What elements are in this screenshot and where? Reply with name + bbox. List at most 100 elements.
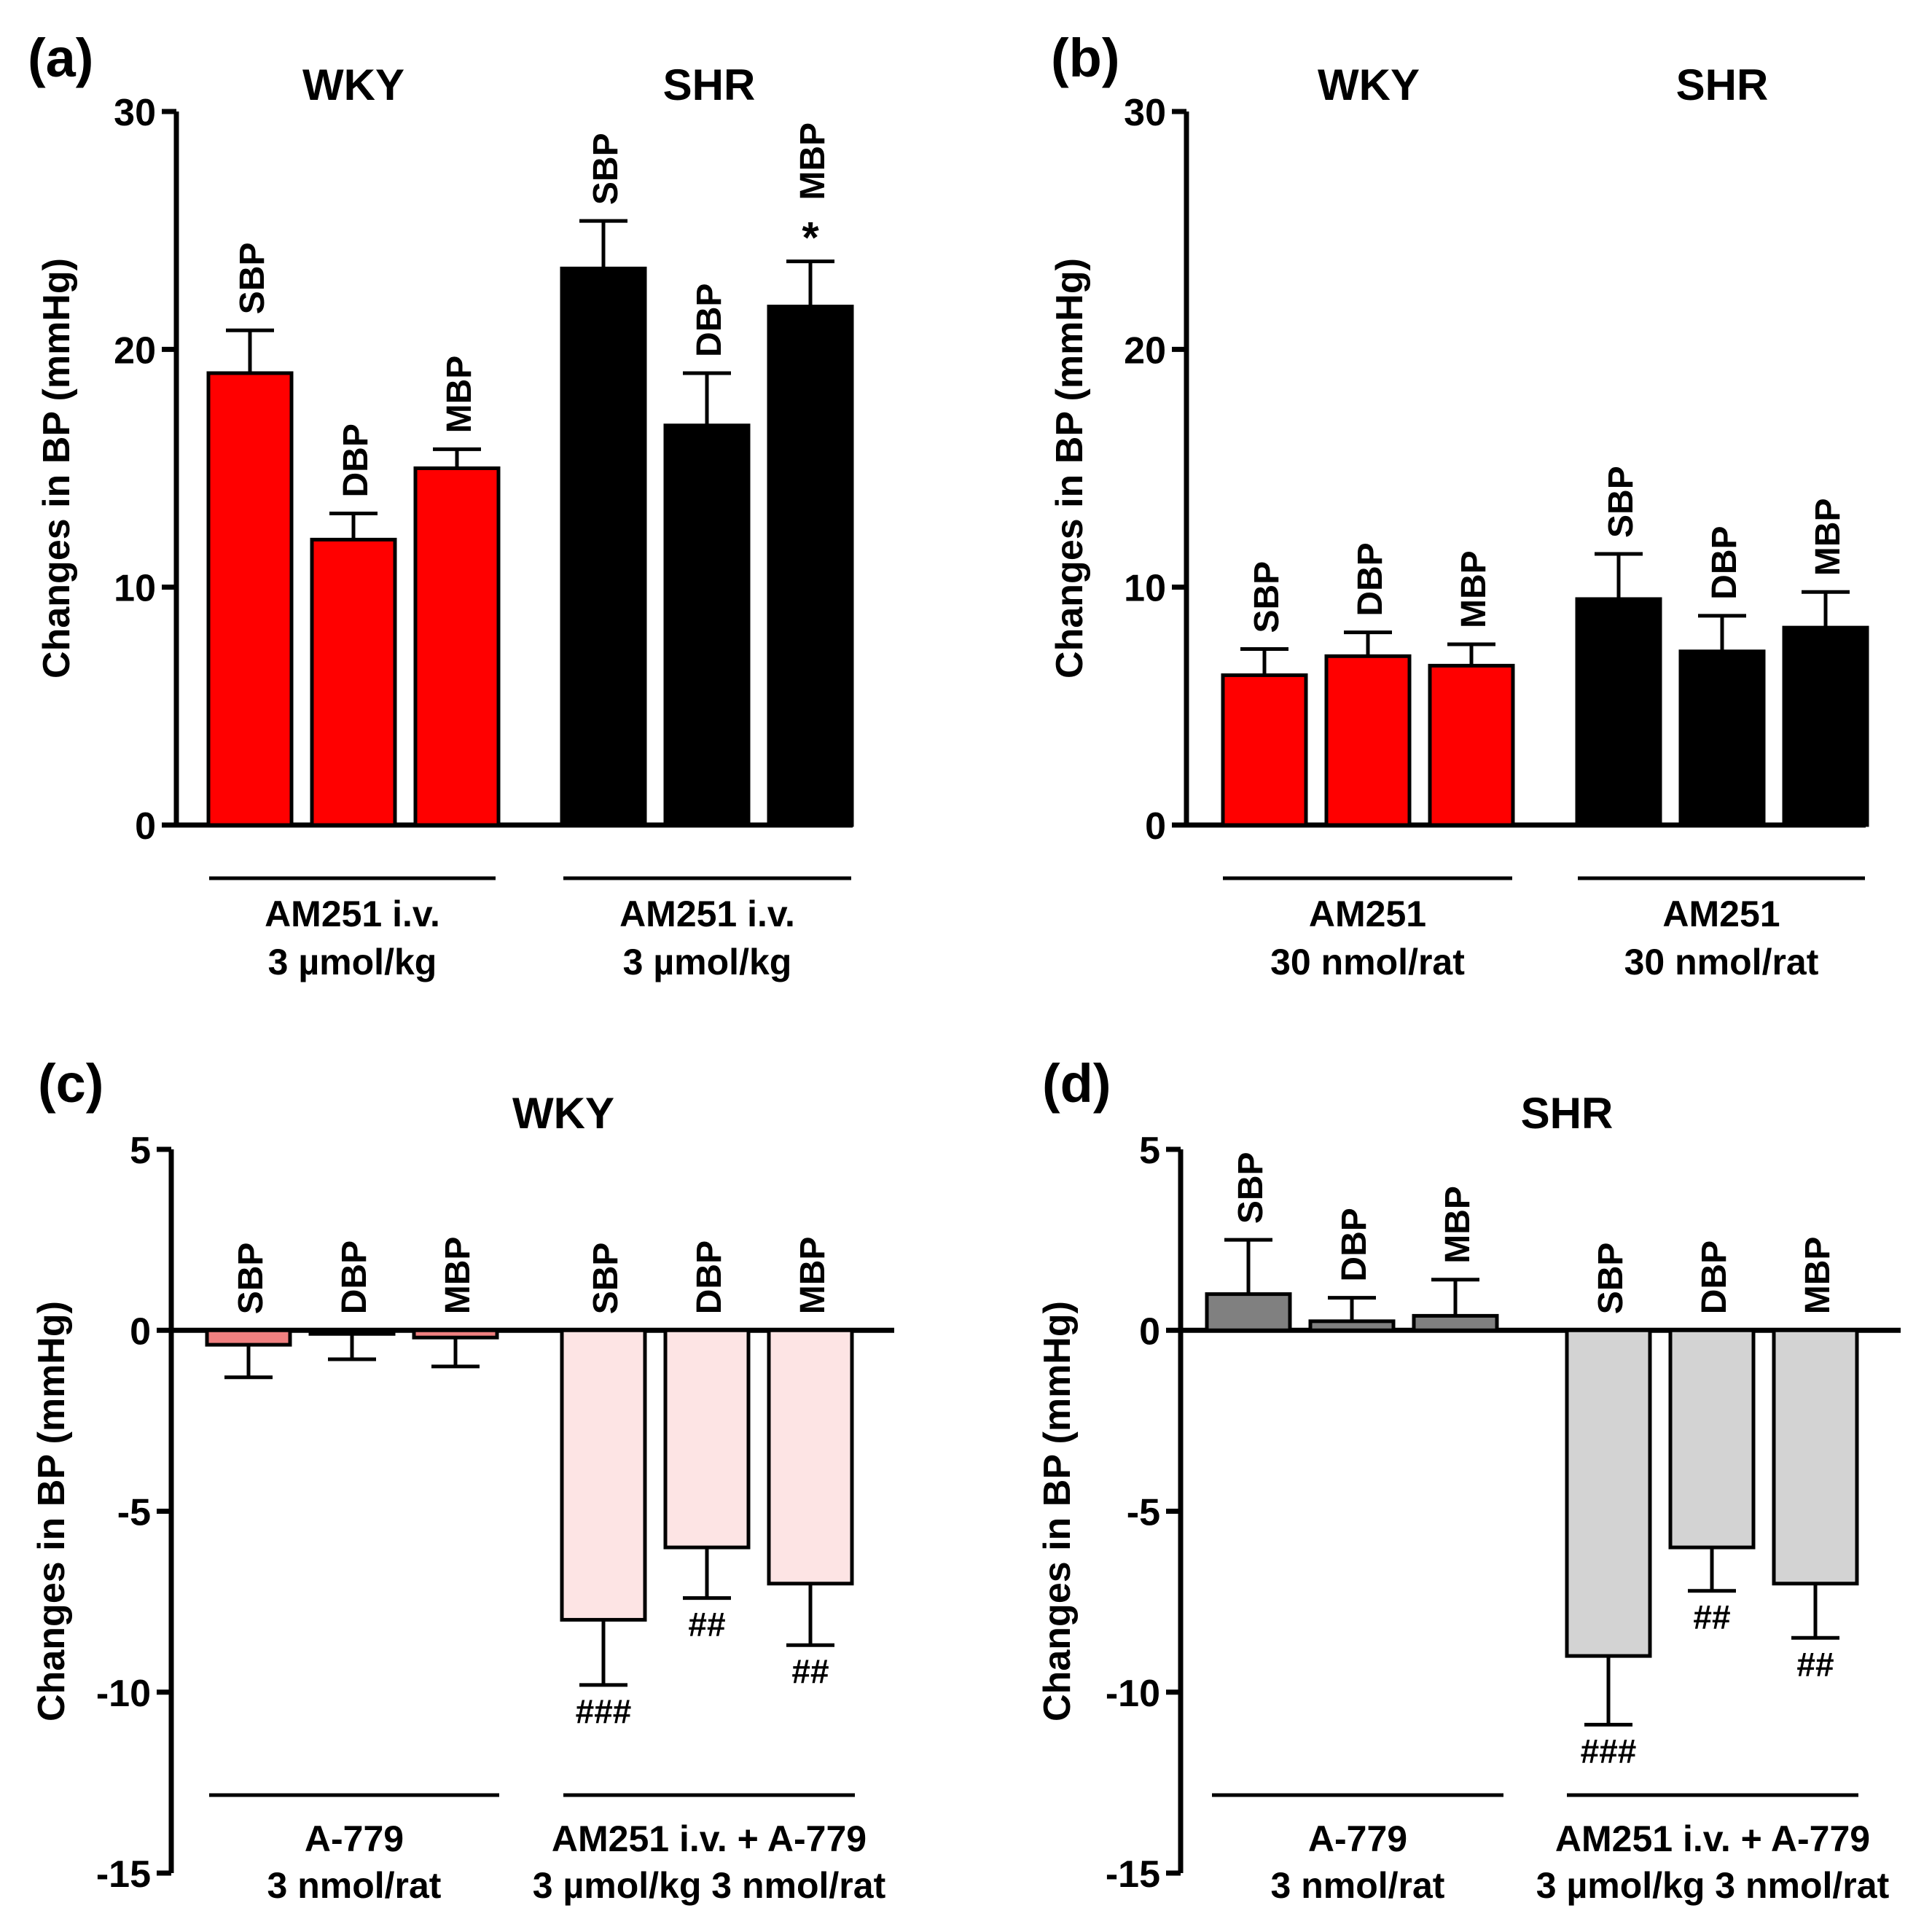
bar-mbp	[1782, 625, 1869, 827]
bar-label: SBP	[1602, 466, 1640, 538]
panel-label: (d)	[1042, 1053, 1111, 1114]
y-tick-label: 10	[114, 568, 156, 610]
dose-label: 3 µmol/kg	[623, 942, 792, 982]
significance-mark: ###	[1581, 1732, 1637, 1770]
y-tick-label: 0	[1139, 1310, 1160, 1353]
bar-label: MBP	[1439, 1186, 1477, 1264]
treatment-label: A-779	[305, 1818, 404, 1859]
y-tick-label: 5	[1139, 1130, 1160, 1172]
treatment-label: AM251 i.v. + A-779	[1555, 1818, 1870, 1859]
treatment-label: AM251	[1309, 894, 1426, 934]
bar-label: SBP	[587, 1243, 625, 1315]
significance-mark: ##	[1796, 1645, 1834, 1683]
treatment-label: AM251 i.v. + A-779	[552, 1818, 867, 1859]
treatment-label: AM251 i.v.	[265, 894, 440, 934]
bar-label: DBP	[335, 1240, 374, 1314]
bar-label: DBP	[690, 284, 729, 357]
bar-mbp	[413, 466, 501, 827]
bar-label: DBP	[337, 423, 375, 497]
bar-dbp	[663, 1328, 751, 1549]
bar-sbp	[1221, 673, 1308, 827]
bar-mbp	[412, 1328, 499, 1340]
bar-label: MBP	[1799, 1237, 1837, 1315]
y-tick-label: -15	[1106, 1853, 1160, 1896]
bar-mbp	[1428, 663, 1515, 827]
bar-label: SBP	[232, 1243, 270, 1315]
bar-label: SBP	[1592, 1243, 1630, 1315]
bar-sbp	[1205, 1292, 1292, 1332]
significance-mark: ##	[688, 1606, 725, 1644]
bar-sbp	[206, 371, 294, 827]
group-title: SHR	[1676, 60, 1769, 109]
panel-label: (c)	[38, 1053, 103, 1114]
significance-mark: ##	[1693, 1598, 1730, 1636]
treatment-label: A-779	[1308, 1818, 1407, 1859]
bar-dbp	[308, 1328, 396, 1336]
bar-label: MBP	[440, 356, 479, 434]
bar-label: DBP	[1705, 525, 1744, 599]
bar-label: SBP	[233, 243, 272, 315]
bar-label: DBP	[1695, 1240, 1734, 1314]
panel-b: (b) WKY SHR Changes in BP (mmHg) 0 10 20 30 SBP D…	[1049, 28, 1869, 982]
panel-a: (a) WKY SHR Changes in BP (mmHg) 0 10 20 30 SBP D…	[28, 28, 854, 982]
y-tick-label: 20	[114, 329, 156, 372]
dose-label: 30 nmol/rat	[1270, 942, 1465, 982]
bar-sbp	[560, 1328, 647, 1622]
dose-label: 3 nmol/rat	[267, 1865, 442, 1906]
y-axis-label: Changes in BP (mmHg)	[1036, 1301, 1079, 1721]
y-tick-label: 30	[114, 92, 156, 134]
significance-mark: ##	[791, 1652, 829, 1690]
bar-mbp	[1412, 1313, 1499, 1332]
bar-label: SBP	[1232, 1152, 1270, 1224]
panel-d: (d) SHR Changes in BP (mmHg) -15 -10 -5 0 5 SBP D…	[1036, 1053, 1901, 1906]
bar-sbp	[1575, 597, 1662, 827]
bar-mbp	[767, 1328, 854, 1586]
y-tick-label: 5	[130, 1130, 151, 1172]
y-tick-label: -5	[117, 1492, 151, 1534]
y-axis-label: Changes in BP (mmHg)	[36, 258, 78, 679]
bar-dbp	[1324, 654, 1412, 827]
group-title: SHR	[663, 60, 756, 109]
panel-c: (c) WKY Changes in BP (mmHg) -15 -10 -5 0 5 SBP D…	[31, 1053, 894, 1906]
group-title: WKY	[1318, 60, 1420, 109]
significance-mark: ###	[576, 1692, 632, 1730]
y-axis-label: Changes in BP (mmHg)	[31, 1301, 73, 1721]
y-tick-label: -15	[96, 1853, 151, 1896]
treatment-label: AM251 i.v.	[619, 894, 795, 934]
y-tick-label: 20	[1124, 329, 1166, 372]
bar-label: DBP	[690, 1240, 729, 1314]
bar-mbp	[1772, 1328, 1859, 1586]
y-tick-label: 30	[1124, 92, 1166, 134]
y-tick-label: -5	[1127, 1492, 1160, 1534]
dose-label: 3 nmol/rat	[1271, 1865, 1445, 1906]
bar-sbp	[205, 1328, 292, 1347]
group-title: WKY	[302, 60, 404, 109]
bar-dbp	[1308, 1319, 1396, 1332]
panel-label: (a)	[28, 28, 93, 88]
bar-dbp	[310, 537, 397, 827]
y-tick-label: 0	[1145, 805, 1166, 848]
bar-sbp	[560, 266, 647, 827]
bar-label: MBP	[794, 122, 832, 200]
group-title: WKY	[512, 1089, 614, 1138]
y-tick-label: 10	[1124, 568, 1166, 610]
y-tick-label: -10	[96, 1673, 151, 1715]
bar-label: MBP	[794, 1237, 832, 1315]
dose-label: 30 nmol/rat	[1624, 942, 1819, 982]
bar-dbp	[1678, 649, 1766, 827]
bar-mbp	[767, 305, 854, 827]
bar-label: DBP	[1335, 1208, 1374, 1281]
bar-label: MBP	[439, 1237, 477, 1315]
y-axis-label: Changes in BP (mmHg)	[1049, 258, 1091, 679]
panel-label: (b)	[1051, 28, 1120, 88]
dose-label: 3 µmol/kg 3 nmol/rat	[533, 1865, 886, 1906]
bar-dbp	[1668, 1328, 1756, 1549]
bar-sbp	[1565, 1328, 1652, 1658]
y-tick-label: 0	[135, 805, 156, 848]
bar-label: DBP	[1351, 542, 1390, 616]
y-tick-label: 0	[130, 1310, 151, 1353]
dose-label: 3 µmol/kg 3 nmol/rat	[1536, 1865, 1890, 1906]
bar-dbp	[663, 423, 751, 827]
dose-label: 3 µmol/kg	[268, 942, 437, 982]
